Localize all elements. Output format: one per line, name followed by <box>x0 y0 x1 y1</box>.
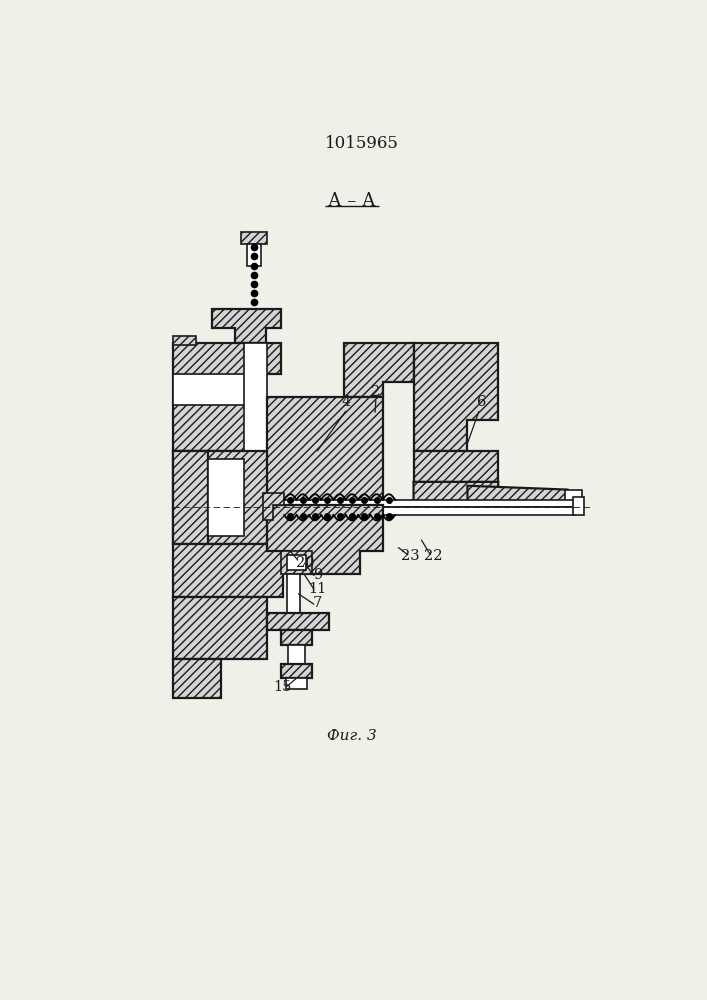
Bar <box>565 490 582 505</box>
Polygon shape <box>414 343 498 451</box>
Text: 1015965: 1015965 <box>325 135 399 152</box>
Bar <box>281 664 312 678</box>
Text: 23: 23 <box>401 549 420 563</box>
Polygon shape <box>173 659 221 698</box>
Bar <box>287 555 305 570</box>
Bar <box>288 645 305 664</box>
Polygon shape <box>173 544 305 597</box>
Polygon shape <box>414 482 498 513</box>
Polygon shape <box>173 451 305 544</box>
Bar <box>281 551 312 574</box>
Bar <box>275 507 575 515</box>
Polygon shape <box>267 397 382 505</box>
Bar <box>244 343 267 513</box>
Bar <box>208 459 244 536</box>
Bar <box>287 574 300 613</box>
Polygon shape <box>212 309 281 343</box>
Text: 7: 7 <box>312 596 322 610</box>
Text: Фиг. 3: Фиг. 3 <box>327 729 377 743</box>
Bar <box>275 500 575 507</box>
Polygon shape <box>267 505 382 574</box>
Polygon shape <box>344 343 414 397</box>
Bar <box>286 678 307 689</box>
Text: 15: 15 <box>274 680 292 694</box>
Bar <box>573 497 585 515</box>
Polygon shape <box>414 451 498 482</box>
Text: 11: 11 <box>308 582 327 596</box>
Bar <box>250 309 258 339</box>
Polygon shape <box>173 343 281 451</box>
Text: 9: 9 <box>312 568 322 582</box>
Text: А – А: А – А <box>328 192 375 210</box>
Bar <box>267 613 329 630</box>
Text: 2: 2 <box>371 385 380 399</box>
Text: 6: 6 <box>477 395 486 409</box>
Bar <box>173 451 208 544</box>
Polygon shape <box>467 486 568 513</box>
Text: 22: 22 <box>423 549 442 563</box>
Text: 4: 4 <box>341 395 351 409</box>
Bar <box>281 630 312 645</box>
Bar <box>241 232 267 244</box>
Text: 20: 20 <box>296 556 315 570</box>
Bar <box>247 244 261 266</box>
Polygon shape <box>173 597 267 659</box>
Bar <box>173 336 197 345</box>
Bar <box>173 374 262 405</box>
Polygon shape <box>264 493 284 520</box>
